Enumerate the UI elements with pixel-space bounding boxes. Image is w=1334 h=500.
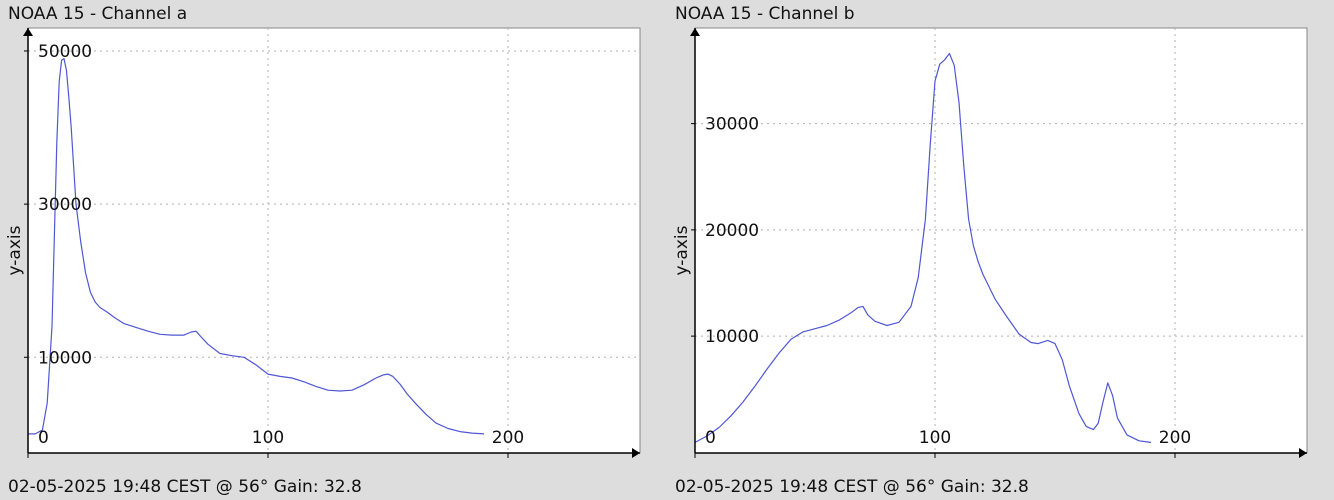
x-tick-label: 100 [252, 428, 284, 448]
plot-area [694, 27, 1308, 454]
y-axis-arrow [690, 28, 700, 36]
y-tick-label: 10000 [38, 348, 92, 368]
chart-a-svg: 0 100 200 10000 30000 50000 y-axis [5, 27, 641, 458]
series-line [694, 52, 1152, 443]
x-tick-label: 200 [492, 428, 524, 448]
chart-footer-timestamp: 02-05-2025 19:48 CEST @ 56° Gain: 32.8 [8, 477, 362, 497]
y-tick-label: 50000 [38, 42, 92, 62]
plot-area [27, 27, 641, 454]
y-axis-label: y-axis [5, 225, 25, 275]
x-tick-label: 100 [919, 428, 951, 448]
x-tick-label: 200 [1159, 428, 1191, 448]
y-axis-label: y-axis [672, 225, 692, 275]
x-axis-arrow [1299, 448, 1307, 458]
y-tick-label: 30000 [38, 195, 92, 215]
chart-panel-channel-a: NOAA 15 - Channel a 0 100 200 10000 30000 500… [5, 4, 641, 497]
chart-title: NOAA 15 - Channel b [675, 4, 855, 24]
y-tick-label: 30000 [705, 115, 759, 135]
y-tick-label: 10000 [705, 327, 759, 347]
x-axis-arrow [632, 448, 640, 458]
x-tick-label: 0 [705, 428, 716, 448]
chart-footer-timestamp: 02-05-2025 19:48 CEST @ 56° Gain: 32.8 [675, 477, 1029, 497]
x-tick-label: 0 [38, 428, 49, 448]
y-axis-arrow [23, 28, 33, 36]
series-line [28, 57, 485, 435]
chart-panel-channel-b: NOAA 15 - Channel b 0 100 200 10000 20000 300… [667, 0, 1334, 500]
y-tick-label: 20000 [705, 221, 759, 241]
chart-title: NOAA 15 - Channel a [8, 4, 188, 24]
chart-b-svg: 0 100 200 10000 20000 30000 y-axis [672, 27, 1308, 458]
